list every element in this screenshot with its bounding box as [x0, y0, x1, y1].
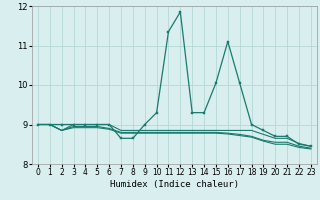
X-axis label: Humidex (Indice chaleur): Humidex (Indice chaleur) [110, 180, 239, 189]
